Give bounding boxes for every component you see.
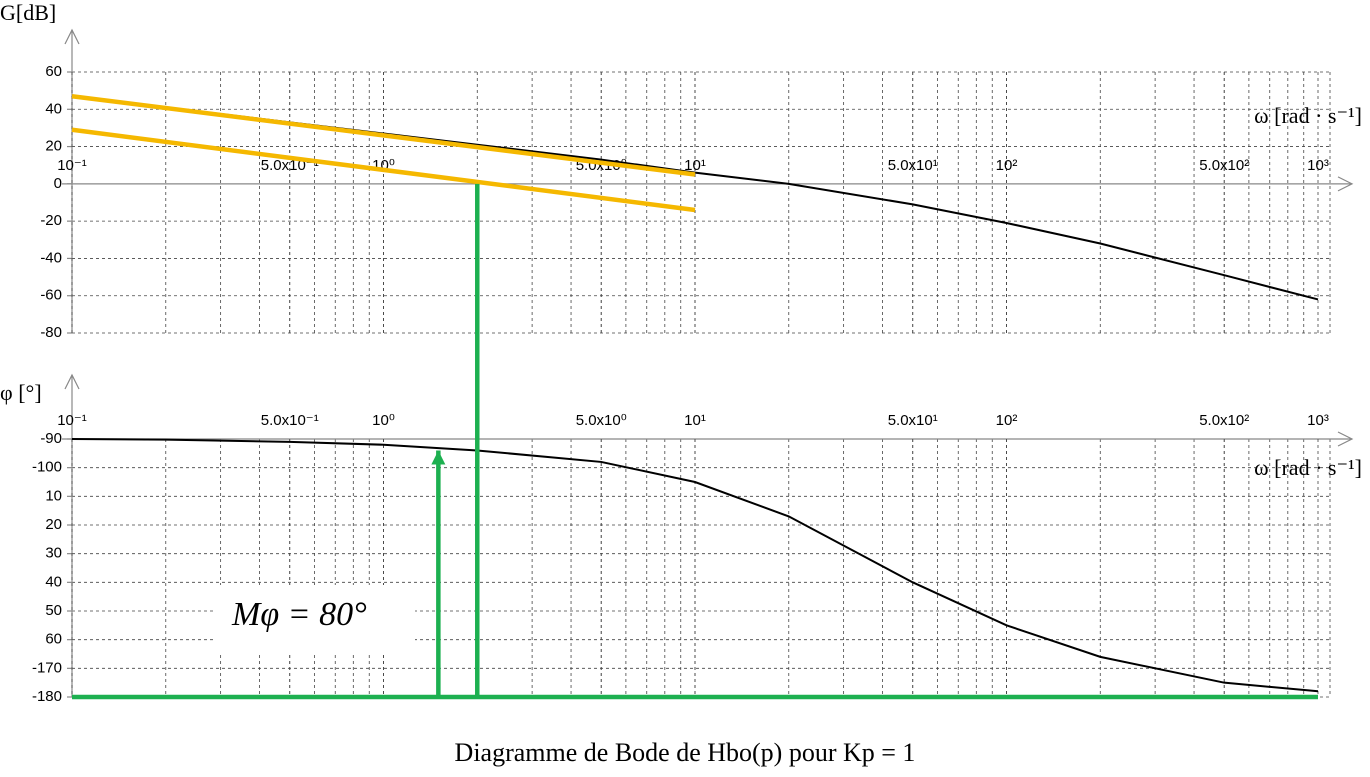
y-tick-label: 10	[45, 487, 62, 504]
x-tick-label: 10⁻¹	[57, 412, 87, 429]
y-tick-label: -90	[40, 430, 62, 447]
y-tick-label: -80	[40, 324, 62, 341]
y-tick-label: -180	[32, 688, 62, 705]
y-axis-label: G[dB]	[0, 0, 56, 25]
x-tick-label: 10³	[1307, 412, 1329, 429]
x-tick-label: 5.0x10²	[1199, 412, 1249, 429]
y-tick-label: 30	[45, 545, 62, 562]
y-tick-label: 40	[45, 100, 62, 117]
series-line	[71, 127, 696, 213]
y-tick-label: 50	[45, 602, 62, 619]
y-tick-label: 20	[45, 138, 62, 155]
y-axis-arrow	[64, 373, 80, 390]
y-tick-label: -20	[40, 212, 62, 229]
x-tick-label: 10⁻¹	[57, 157, 87, 174]
x-tick-label: 10³	[1307, 157, 1329, 174]
x-axis-arrow	[1337, 431, 1354, 447]
plot-layer: -80 -60 -40 -20 0 20 40 60 10⁻¹ 5.0x10⁻¹ 10⁰ 5.0x10…	[0, 0, 1362, 705]
x-tick-label: 10²	[996, 412, 1018, 429]
figure-title: Diagramme de Bode de Hbo(p) pour Kp = 1	[455, 738, 916, 767]
y-tick-label: -170	[32, 659, 62, 676]
x-tick-label: 5.0x10¹	[888, 157, 938, 174]
x-tick-label: 10⁰	[372, 412, 395, 429]
x-tick-label: 5.0x10¹	[888, 412, 938, 429]
x-tick-label: 10¹	[684, 157, 706, 174]
arrow-head	[431, 450, 446, 465]
y-tick-label: 0	[54, 175, 62, 192]
annotation-box	[215, 585, 415, 655]
y-tick-label: -60	[40, 287, 62, 304]
y-tick-label: -40	[40, 249, 62, 266]
x-tick-label: 10¹	[684, 412, 706, 429]
y-axis-arrow	[64, 28, 80, 45]
x-axis-label: ω [rad · s⁻¹]	[1254, 103, 1362, 128]
y-tick-label: -100	[32, 459, 62, 476]
phase-margin-annotation: Mφ = 80°	[231, 596, 367, 633]
x-tick-label: 10²	[996, 157, 1018, 174]
x-tick-label: 5.0x10⁻¹	[261, 412, 319, 429]
y-tick-label: 60	[45, 63, 62, 80]
series-line	[71, 438, 1319, 693]
y-tick-label: 20	[45, 516, 62, 533]
series-line	[71, 94, 696, 177]
y-tick-label: 40	[45, 573, 62, 590]
y-axis-label: φ [°]	[0, 380, 42, 405]
y-tick-label: 60	[45, 631, 62, 648]
x-axis-arrow	[1337, 176, 1354, 192]
x-tick-label: 5.0x10²	[1199, 157, 1249, 174]
x-axis-label: ω [rad · s⁻¹]	[1254, 455, 1362, 480]
x-tick-label: 5.0x10⁰	[576, 412, 627, 429]
